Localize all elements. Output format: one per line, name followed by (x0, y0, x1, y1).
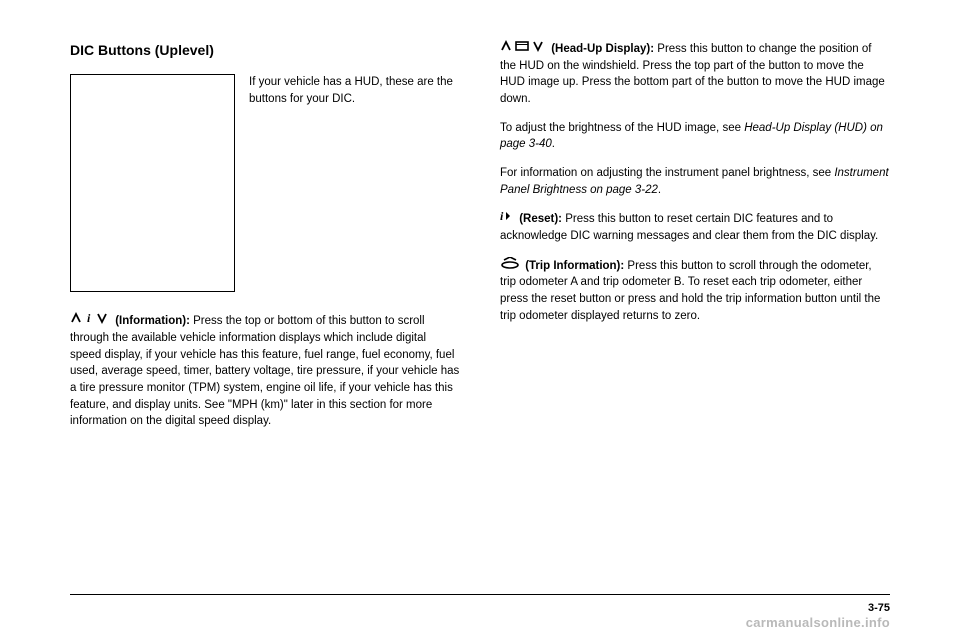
reset-paragraph: i (Reset): Press this button to reset ce… (500, 210, 890, 244)
figure-caption: If your vehicle has a HUD, these are the… (249, 74, 460, 292)
information-text: Press the top or bottom of this button t… (70, 315, 459, 427)
trip-paragraph: (Trip Information): Press this button to… (500, 257, 890, 325)
hud-paragraph: (Head-Up Display): Press this button to … (500, 40, 890, 108)
trip-icon (500, 257, 520, 275)
up-hud-down-icon (500, 40, 546, 58)
information-paragraph: i (Information): Press the top or bottom… (70, 312, 460, 430)
trip-label: (Trip Information): (525, 260, 624, 272)
reset-icon: i (500, 210, 514, 228)
hud-brightness-paragraph: To adjust the brightness of the HUD imag… (500, 120, 890, 153)
page-number: 3-75 (868, 602, 890, 614)
information-label: (Information): (115, 315, 190, 327)
section-heading: DIC Buttons (Uplevel) (70, 40, 460, 60)
dic-buttons-figure (70, 74, 235, 292)
up-i-down-icon: i (70, 312, 110, 330)
footer-rule (70, 594, 890, 595)
hud-label: (Head-Up Display): (551, 43, 654, 55)
watermark: carmanualsonline.info (746, 615, 890, 630)
svg-text:i: i (500, 210, 504, 222)
svg-text:i: i (87, 312, 91, 324)
reset-label: (Reset): (519, 213, 562, 225)
panel-brightness-paragraph: For information on adjusting the instrum… (500, 165, 890, 198)
